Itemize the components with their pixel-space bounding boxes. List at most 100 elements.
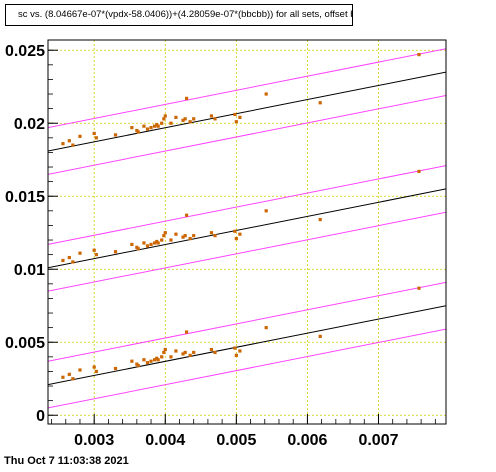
data-point [130, 242, 134, 247]
x-tick-label: 0.005 [216, 432, 256, 449]
data-points [61, 53, 421, 381]
data-point [130, 359, 134, 363]
data-point [174, 115, 178, 119]
data-point [160, 121, 164, 125]
data-point [113, 366, 118, 371]
data-point [174, 232, 178, 236]
data-point [233, 229, 237, 233]
data-point [181, 352, 185, 356]
x-tick-label: 0.003 [74, 432, 114, 449]
data-point [92, 248, 96, 252]
data-point [318, 334, 322, 338]
data-point [162, 350, 166, 355]
data-point [113, 133, 118, 137]
data-point [67, 139, 71, 143]
data-point [142, 241, 146, 245]
data-point [192, 350, 196, 355]
data-point [113, 250, 118, 254]
data-point [417, 53, 421, 57]
data-point [188, 120, 192, 124]
data-point [209, 114, 214, 118]
data-point [92, 365, 96, 369]
data-point [169, 355, 173, 359]
y-tick-label: 0.01 [14, 262, 45, 279]
fit-lines [48, 71, 446, 386]
data-point [142, 358, 146, 362]
x-tick-label: 0.006 [287, 432, 327, 449]
data-point [136, 363, 140, 368]
data-point [94, 253, 98, 257]
data-point [149, 359, 153, 363]
data-point [94, 369, 98, 374]
data-point [192, 234, 196, 238]
data-point [234, 353, 238, 357]
data-point [67, 255, 71, 260]
band-line [48, 165, 446, 245]
y-tick-label: 0 [36, 408, 45, 425]
data-point [130, 126, 134, 130]
band-line [48, 328, 446, 409]
data-point [162, 234, 166, 238]
data-point [163, 114, 167, 118]
data-point [61, 142, 65, 146]
data-point [181, 118, 185, 122]
y-tick-label: 0.015 [5, 189, 45, 206]
y-tick-label: 0.02 [14, 116, 45, 133]
band-line [48, 94, 446, 175]
plot-frame [47, 39, 447, 425]
data-point [156, 124, 160, 128]
data-point [213, 117, 217, 121]
band-line [48, 211, 446, 292]
data-point [183, 117, 187, 121]
data-point [163, 231, 167, 235]
data-point [67, 372, 71, 376]
data-point [78, 368, 82, 372]
data-point [233, 346, 237, 350]
data-point [264, 209, 268, 213]
data-point [184, 330, 189, 334]
data-point [160, 355, 164, 359]
x-tick-label: 0.007 [358, 432, 398, 449]
data-point [71, 260, 75, 264]
data-point [234, 120, 238, 124]
data-point [153, 241, 157, 245]
data-point [188, 236, 192, 241]
data-point [78, 251, 82, 255]
data-point [318, 217, 322, 222]
data-point [61, 375, 65, 379]
data-point [149, 242, 153, 247]
data-point [213, 350, 217, 355]
data-point [318, 101, 322, 105]
data-point [160, 238, 164, 242]
fit-line [48, 188, 446, 269]
data-point [184, 213, 189, 217]
data-point [264, 92, 268, 96]
data-point [238, 232, 242, 236]
data-point [94, 136, 98, 140]
band-line [48, 281, 446, 362]
data-point [145, 244, 150, 248]
data-point [156, 358, 160, 362]
data-point [78, 134, 82, 138]
data-point [417, 169, 421, 174]
fit-line [48, 305, 446, 386]
band-lines [48, 48, 446, 409]
data-point [238, 349, 242, 353]
grid-layer [48, 40, 446, 424]
data-point [71, 377, 75, 381]
data-point [156, 241, 160, 245]
data-point [153, 358, 157, 362]
data-point [136, 130, 140, 134]
data-point [162, 117, 166, 121]
data-point [183, 350, 187, 355]
data-point [264, 326, 268, 330]
data-point [169, 121, 173, 125]
data-point [183, 234, 187, 238]
fit-line [48, 71, 446, 152]
data-point [181, 235, 185, 239]
x-tick-label: 0.004 [145, 432, 185, 449]
data-point [142, 124, 146, 128]
axes: 0 0.005 0.01 0.015 0.02 0.025 0.003 0.004 0.005 0… [5, 43, 436, 449]
data-point [234, 236, 238, 241]
